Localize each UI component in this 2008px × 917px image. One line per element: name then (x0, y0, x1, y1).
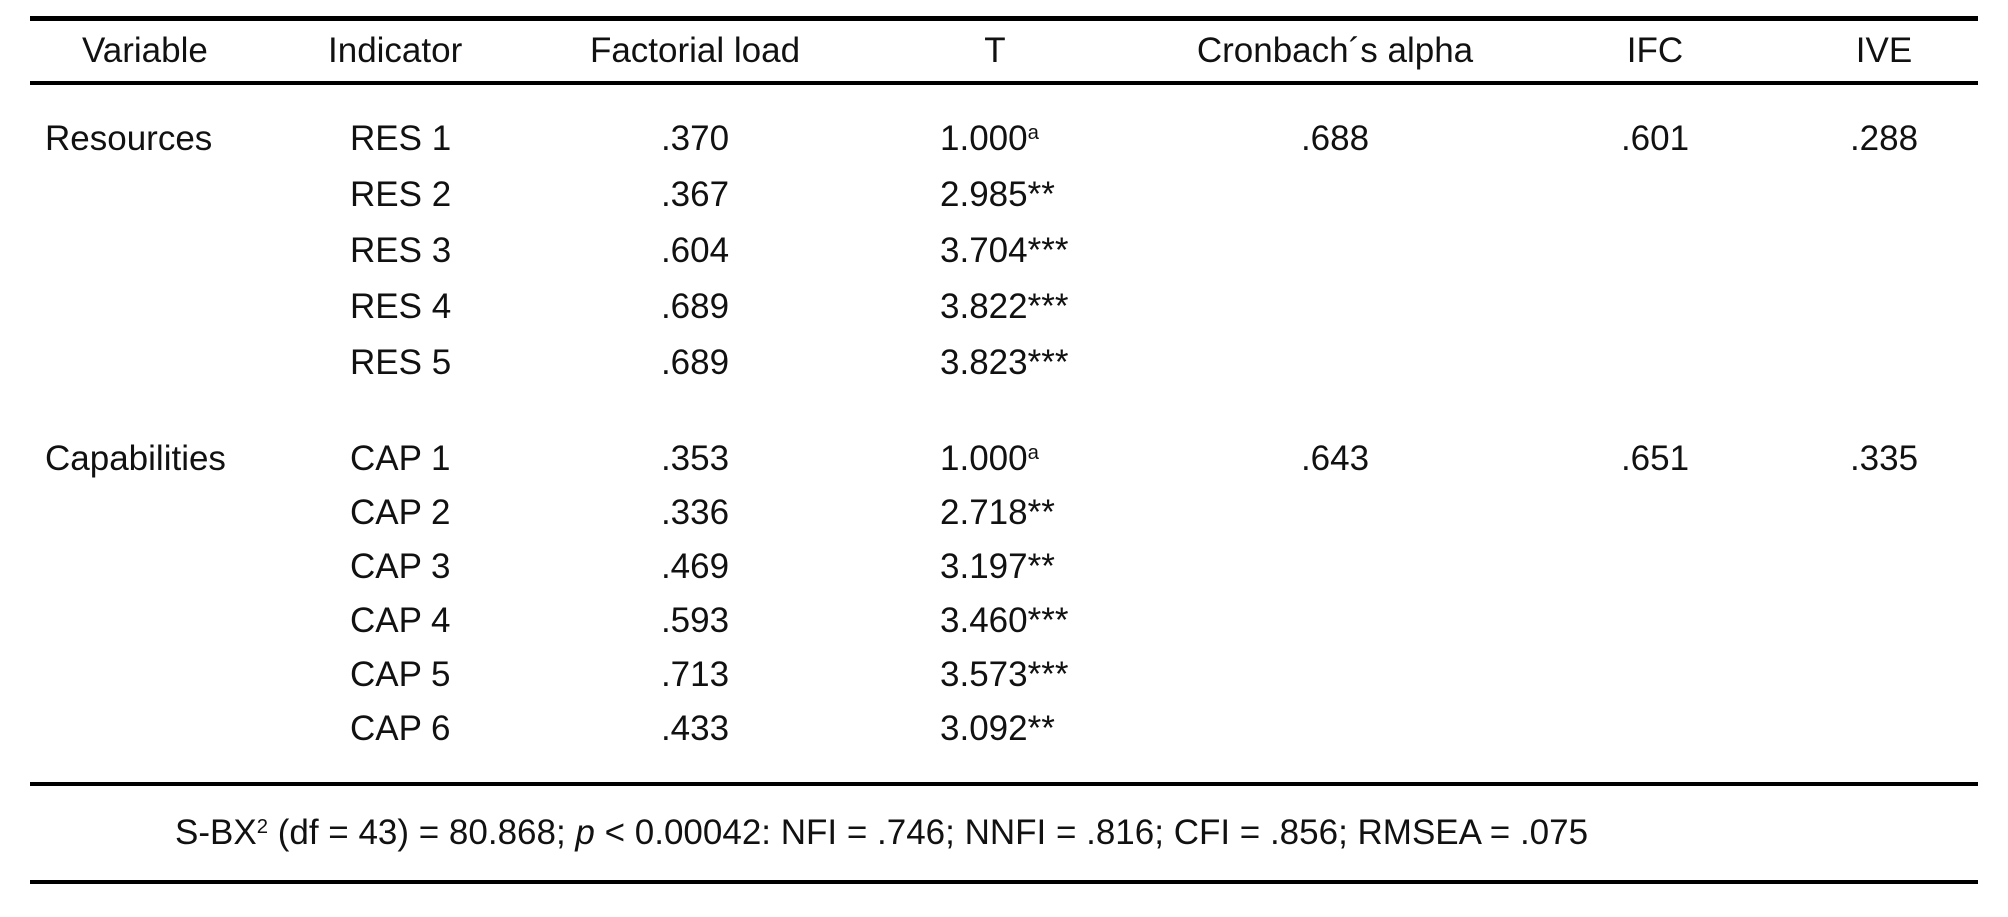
table-body: Resources RES 1 .370 1.000a .688 .601 .2… (30, 85, 1978, 786)
cell-t: 3.822*** (840, 287, 1150, 327)
t-value: 3.092** (940, 709, 1055, 748)
cell-t: 2.985** (840, 175, 1150, 215)
cell-factorial-load: .336 (660, 493, 730, 532)
header-cell-t: T (984, 31, 1006, 70)
header-cell-factorial-load: Factorial load (589, 31, 801, 70)
table-row: RES 4 .689 3.822*** (30, 279, 1978, 335)
cell-indicator: RES 3 (350, 231, 452, 270)
cell-indicator: CAP 4 (350, 601, 451, 640)
fit-statistics-text: S-BX2 (df = 43) = 80.868; p < 0.00042: N… (175, 813, 1588, 853)
cell-variable: Capabilities (45, 439, 226, 478)
t-value: 1.000 (940, 439, 1028, 478)
fit-stat-prefix: S-BX (175, 813, 257, 852)
table-row: CAP 5 .713 3.573*** (30, 648, 1978, 702)
cell-factorial-load: .689 (660, 287, 730, 326)
fit-stat-middle: (df = 43) = 80.868; (267, 813, 576, 852)
cell-factorial-load: .593 (660, 601, 730, 640)
cell-variable: Resources (45, 119, 213, 158)
t-value: 1.000 (940, 119, 1028, 158)
cell-t: 3.823*** (840, 343, 1150, 383)
table-row: RES 2 .367 2.985** (30, 167, 1978, 223)
cell-factorial-load: .713 (660, 655, 730, 694)
cell-t: 1.000a (840, 439, 1150, 479)
cell-ifc: .601 (1620, 119, 1690, 158)
cell-factorial-load: .433 (660, 709, 730, 748)
cell-t: 2.718** (840, 493, 1150, 533)
t-value: 3.704*** (940, 231, 1069, 270)
header-cell-cronbach-alpha: Cronbach´s alpha (1196, 31, 1474, 70)
table-header-row: Variable Indicator Factorial load T Cron… (30, 16, 1978, 85)
table-row: CAP 3 .469 3.197** (30, 540, 1978, 594)
t-value: 3.197** (940, 547, 1055, 586)
cell-indicator: CAP 1 (350, 439, 451, 478)
p-symbol: p (575, 813, 595, 852)
table-row: CAP 6 .433 3.092** (30, 702, 1978, 756)
chi-square-superscript: 2 (256, 815, 268, 838)
header-cell-variable: Variable (82, 31, 208, 70)
header-cell-ifc: IFC (1626, 31, 1684, 70)
cell-factorial-load: .367 (660, 175, 730, 214)
fit-stat-rest: < 0.00042: NFI = .746; NNFI = .816; CFI … (594, 813, 1589, 852)
table-row: Capabilities CAP 1 .353 1.000a .643 .651… (30, 432, 1978, 486)
cell-t: 1.000a (840, 119, 1150, 159)
cell-t: 3.704*** (840, 231, 1150, 271)
table-row: RES 5 .689 3.823*** (30, 335, 1978, 391)
cell-cronbach-alpha: .688 (1300, 119, 1370, 158)
cell-factorial-load: .469 (660, 547, 730, 586)
cell-cronbach-alpha: .643 (1300, 439, 1370, 478)
t-superscript: a (1027, 441, 1039, 464)
t-value: 3.823*** (940, 343, 1069, 382)
cell-t: 3.092** (840, 709, 1150, 749)
cell-ive: .335 (1849, 439, 1919, 478)
t-value: 3.460*** (940, 601, 1069, 640)
t-value: 2.985** (940, 175, 1055, 214)
header-cell-indicator: Indicator (328, 31, 463, 70)
fit-statistics-row: S-BX2 (df = 43) = 80.868; p < 0.00042: N… (30, 786, 1978, 884)
cell-indicator: CAP 2 (350, 493, 451, 532)
table-row: CAP 2 .336 2.718** (30, 486, 1978, 540)
section-gap (30, 391, 1978, 432)
table-row: Resources RES 1 .370 1.000a .688 .601 .2… (30, 111, 1978, 167)
cell-indicator: RES 1 (350, 119, 452, 158)
cell-t: 3.460*** (840, 601, 1150, 641)
t-value: 2.718** (940, 493, 1055, 532)
cell-factorial-load: .604 (660, 231, 730, 270)
t-superscript: a (1027, 121, 1039, 144)
cell-indicator: RES 5 (350, 343, 452, 382)
cell-ifc: .651 (1620, 439, 1690, 478)
cell-t: 3.197** (840, 547, 1150, 587)
t-value: 3.822*** (940, 287, 1069, 326)
cell-indicator: RES 2 (350, 175, 452, 214)
cell-indicator: CAP 5 (350, 655, 451, 694)
cell-indicator: CAP 6 (350, 709, 451, 748)
table-row: CAP 4 .593 3.460*** (30, 594, 1978, 648)
table-row: RES 3 .604 3.704*** (30, 223, 1978, 279)
cell-factorial-load: .353 (660, 439, 730, 478)
cell-indicator: RES 4 (350, 287, 452, 326)
header-cell-ive: IVE (1855, 31, 1913, 70)
cell-ive: .288 (1849, 119, 1919, 158)
t-value: 3.573*** (940, 655, 1069, 694)
cell-t: 3.573*** (840, 655, 1150, 695)
cell-factorial-load: .689 (660, 343, 730, 382)
cfa-results-table: Variable Indicator Factorial load T Cron… (30, 16, 1978, 884)
cell-indicator: CAP 3 (350, 547, 451, 586)
cell-factorial-load: .370 (660, 119, 730, 158)
